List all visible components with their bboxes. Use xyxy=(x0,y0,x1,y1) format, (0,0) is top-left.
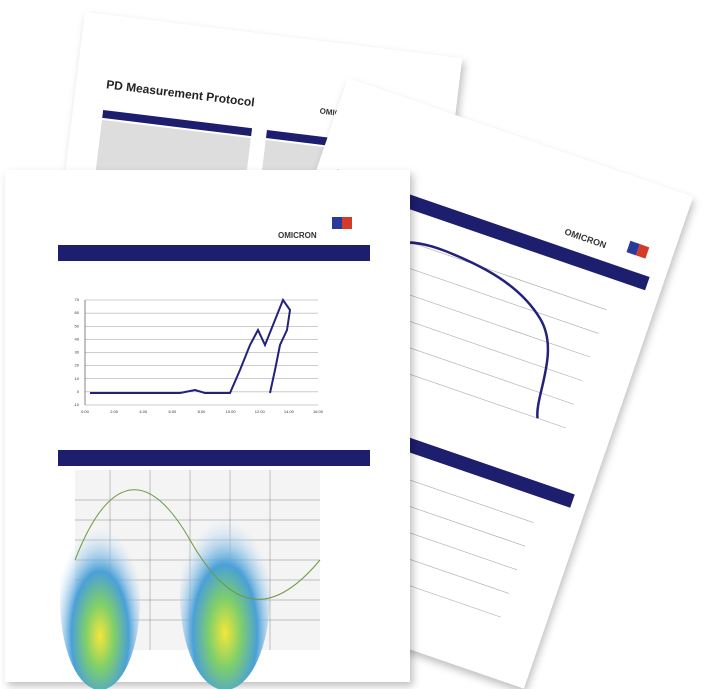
x-tick-label: 2.00 xyxy=(110,409,119,414)
y-tick-label: 50 xyxy=(75,323,80,328)
x-tick-label: 4.00 xyxy=(139,409,148,414)
logo-text: OMICRON xyxy=(278,231,317,240)
y-tick-label: 70 xyxy=(75,297,80,302)
x-tick-label: 12.00 xyxy=(255,409,266,414)
y-tick-label: 30 xyxy=(75,350,80,355)
front-page: OMICRON 70 60 50 40 30 20 10 0 -100.00 2.00 4.00 6.… xyxy=(5,170,410,689)
y-tick-label: 20 xyxy=(75,363,80,368)
y-tick-label: 10 xyxy=(75,376,80,381)
x-tick-label: 0.00 xyxy=(81,409,90,414)
y-tick-label: 40 xyxy=(75,336,80,341)
y-tick-label: 60 xyxy=(75,310,80,315)
x-tick-label: 6.00 xyxy=(168,409,177,414)
x-tick-label: 14.00 xyxy=(284,409,295,414)
y-tick-label: 0 xyxy=(77,389,80,394)
x-tick-label: 10.00 xyxy=(226,409,237,414)
x-tick-label: 8.00 xyxy=(198,409,207,414)
y-tick-label: -10 xyxy=(73,402,80,407)
x-tick-label: 16.00 xyxy=(313,409,324,414)
